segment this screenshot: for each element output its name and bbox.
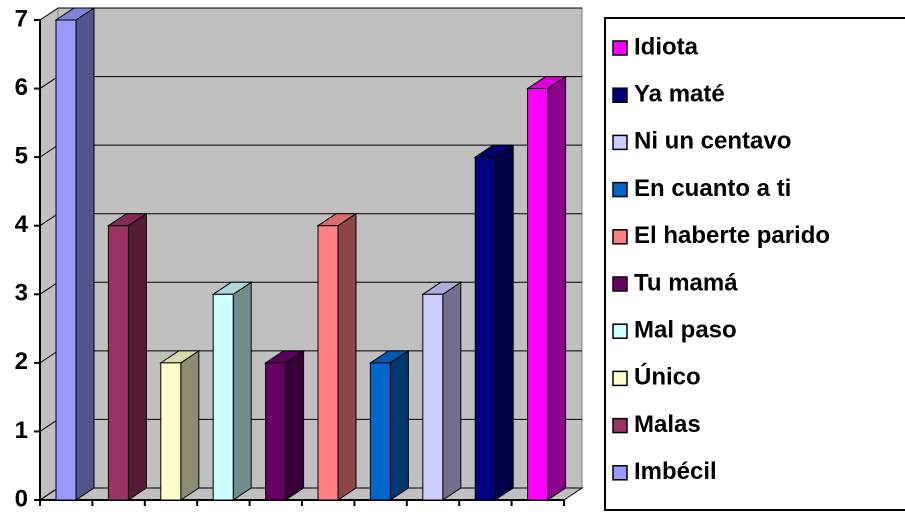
legend-label: Único [634, 363, 701, 391]
bar [107, 225, 129, 501]
legend-swatch [612, 370, 628, 387]
legend-swatch [612, 276, 628, 292]
bar [212, 293, 234, 501]
legend-swatch [612, 40, 628, 56]
legend-swatch [612, 417, 628, 434]
grid-line [39, 7, 59, 21]
bar-side [547, 75, 567, 501]
bar [317, 225, 339, 501]
legend-label: En cuanto a ti [634, 175, 791, 202]
legend-label: Imbécil [634, 458, 717, 485]
grid-line [39, 144, 59, 158]
bar [369, 362, 391, 501]
legend [604, 17, 905, 511]
y-tick-label: 4 [15, 211, 29, 238]
grid-line [39, 213, 59, 227]
bar-side [337, 212, 357, 501]
bar [55, 19, 77, 501]
grid-line [39, 350, 59, 364]
bar [474, 156, 496, 501]
legend-label: Ni un centavo [634, 128, 791, 155]
bar-side [180, 349, 200, 501]
legend-label: Ya maté [634, 81, 725, 108]
legend-swatch [612, 134, 628, 151]
side-wall [39, 7, 59, 501]
grid-line [39, 419, 59, 432]
bar [422, 293, 444, 501]
y-tick-label: 3 [15, 280, 28, 307]
grid-line [39, 76, 59, 89]
bar-side [127, 212, 147, 501]
legend-swatch [612, 229, 628, 245]
y-tick-label: 5 [15, 142, 28, 169]
legend-label: Tu mamá [634, 269, 738, 296]
bar [527, 88, 549, 501]
legend-swatch [612, 323, 628, 339]
grid-line [39, 281, 59, 295]
legend-swatch [612, 181, 628, 198]
y-tick-label: 7 [15, 5, 28, 32]
legend-label: El haberte parido [634, 222, 830, 249]
bar-side [285, 349, 305, 501]
legend-swatch [612, 87, 628, 103]
legend-label: Idiota [634, 33, 699, 60]
legend-label: Malas [634, 411, 701, 438]
grid-line [39, 487, 59, 501]
legend-label: Mal paso [634, 317, 737, 344]
bar-side [442, 281, 462, 501]
bar [265, 362, 287, 501]
y-tick-label: 6 [15, 74, 28, 101]
bar-side [494, 144, 514, 501]
bar [160, 362, 182, 501]
y-tick-label: 2 [15, 348, 28, 375]
bar-side [389, 349, 409, 501]
legend-swatch [612, 465, 628, 481]
bar-side [232, 281, 252, 501]
y-tick-label: 0 [15, 485, 28, 512]
bar-side [75, 7, 95, 501]
y-tick-label: 1 [15, 417, 28, 444]
